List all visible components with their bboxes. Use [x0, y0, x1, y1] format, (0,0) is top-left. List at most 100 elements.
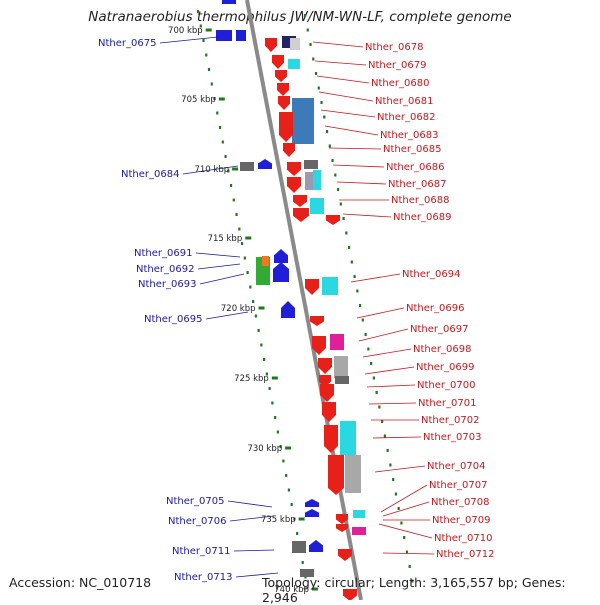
- scale-label: 730 kbp: [247, 444, 282, 454]
- gene-leader-line: [378, 523, 433, 539]
- gene-label-right: Nther_0681: [375, 96, 433, 107]
- track-tick: [265, 372, 268, 376]
- gene-arrow: [265, 38, 277, 52]
- track-tick: [367, 347, 370, 351]
- gene-feature-block: [340, 421, 356, 455]
- gene-label-right: Nther_0702: [421, 415, 479, 426]
- gene-arrow: [338, 549, 352, 561]
- track-tick: [378, 405, 381, 409]
- gene-label-right: Nther_0707: [429, 480, 487, 491]
- track-tick: [301, 561, 304, 564]
- track-tick: [199, 24, 202, 28]
- track-tick: [356, 289, 359, 293]
- track-tick: [218, 126, 222, 129]
- gene-arrow: [293, 208, 309, 222]
- track-tick: [386, 449, 389, 452]
- scale-tick: [285, 446, 292, 450]
- gene-label-right: Nther_0709: [432, 515, 490, 526]
- scale-tick: [245, 236, 252, 240]
- gene-arrow: [277, 83, 289, 96]
- track-tick: [328, 144, 331, 148]
- gene-leader-line: [362, 348, 412, 358]
- track-tick: [274, 416, 277, 419]
- scale-label: 725 kbp: [234, 374, 269, 384]
- track-tick: [400, 521, 403, 525]
- gene-leader-line: [235, 572, 279, 578]
- gene-feature-block: [262, 256, 269, 266]
- track-tick: [320, 101, 323, 104]
- gene-label-left: Nther_0684: [121, 169, 179, 180]
- track-tick: [323, 115, 326, 119]
- track-tick: [254, 314, 257, 318]
- gene-feature-block: [310, 198, 324, 214]
- track-tick: [381, 420, 384, 423]
- gene-leader-line: [372, 436, 422, 439]
- scale-tick: [205, 28, 212, 32]
- gene-arrow: [258, 159, 272, 169]
- gene-arrow: [293, 195, 307, 207]
- gene-arrow: [336, 514, 348, 524]
- gene-arrow: [281, 301, 295, 318]
- gene-arrow: [312, 336, 326, 355]
- gene-label-right: Nther_0703: [423, 432, 481, 443]
- gene-arrow: [343, 589, 357, 600]
- track-tick: [325, 130, 329, 133]
- track-tick: [207, 68, 211, 71]
- gene-label-left: Nther_0692: [136, 264, 194, 275]
- track-tick: [238, 227, 241, 231]
- track-tick: [260, 343, 263, 347]
- track-tick: [221, 140, 224, 144]
- track-tick: [317, 86, 320, 90]
- track-tick: [240, 242, 244, 245]
- gene-leader-line: [380, 484, 428, 513]
- gene-feature-block: [290, 38, 300, 50]
- gene-leader-line: [229, 515, 275, 522]
- gene-feature-block: [334, 356, 348, 378]
- genome-backbone: [245, 0, 363, 600]
- gene-label-left: Nther_0711: [172, 546, 230, 557]
- gene-leader-line: [366, 384, 416, 388]
- track-tick: [287, 488, 291, 492]
- gene-label-right: Nther_0710: [434, 533, 492, 544]
- gene-leader-line: [358, 328, 409, 342]
- track-tick: [229, 184, 233, 187]
- gene-feature-block: [288, 59, 300, 69]
- map-title: Natranaerobius thermophilus JW/NM-WN-LF,…: [88, 9, 512, 25]
- scale-label: 700 kbp: [168, 26, 203, 36]
- gene-arrow: [324, 425, 338, 453]
- track-tick: [246, 271, 249, 274]
- gene-label-right: Nther_0680: [371, 78, 429, 89]
- gene-arrow: [305, 509, 319, 517]
- scale-tick: [258, 306, 265, 310]
- track-tick: [361, 318, 364, 322]
- gene-feature-block: [300, 569, 314, 577]
- track-tick: [370, 362, 373, 365]
- track-tick: [285, 474, 288, 477]
- gene-leader-line: [320, 109, 376, 118]
- gene-leader-line: [350, 273, 401, 283]
- track-tick: [394, 492, 398, 496]
- track-tick: [224, 155, 227, 158]
- gene-feature-block: [322, 277, 338, 295]
- gene-leader-line: [336, 181, 387, 185]
- gene-leader-line: [159, 36, 219, 44]
- track-tick: [235, 213, 238, 216]
- gene-arrow: [320, 384, 334, 402]
- gene-leader-line: [195, 252, 241, 258]
- gene-leader-line: [342, 213, 392, 218]
- track-tick: [282, 459, 285, 463]
- gene-label-left: Nther_0695: [144, 314, 202, 325]
- gene-label-right: Nther_0700: [417, 380, 475, 391]
- track-tick: [276, 430, 279, 434]
- gene-label-right: Nther_0688: [391, 195, 449, 206]
- track-tick: [249, 285, 252, 289]
- gene-label-left: Nther_0675: [98, 38, 156, 49]
- gene-leader-line: [312, 41, 364, 48]
- gene-arrow: [305, 499, 319, 507]
- gene-arrow: [305, 279, 319, 295]
- track-tick: [210, 82, 213, 86]
- gene-leader-line: [199, 273, 245, 285]
- gene-leader-line: [364, 366, 415, 375]
- track-tick: [243, 256, 246, 260]
